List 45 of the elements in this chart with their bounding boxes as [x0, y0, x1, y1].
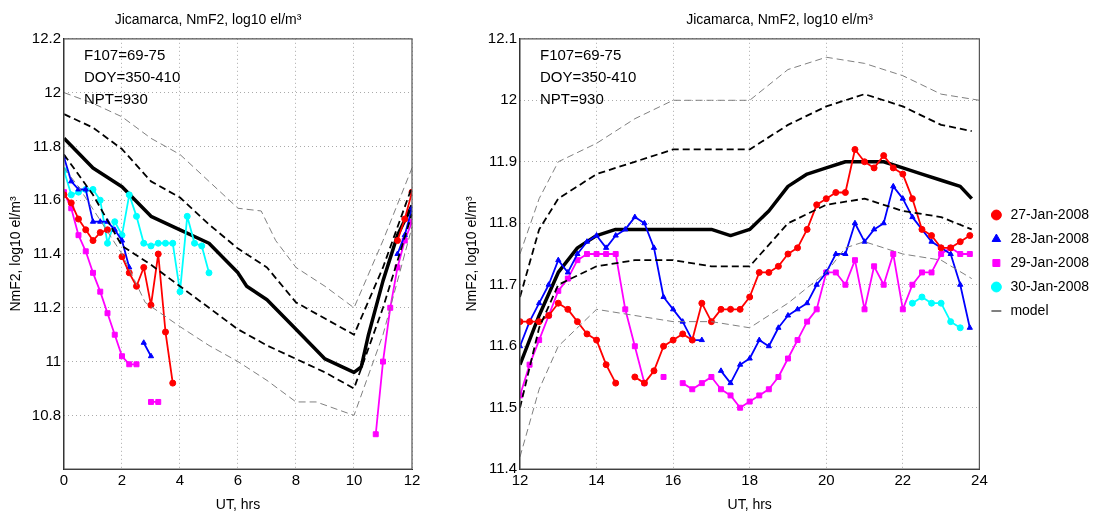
chart-title: Jicamarca, NmF2, log10 el/m³ — [686, 11, 874, 28]
y-tick-label: 11.6 — [488, 336, 517, 354]
x-tick-label: 0 — [59, 471, 69, 489]
x-tick-label: 6 — [233, 471, 243, 489]
legend-label: 29-Jan-2008 — [1010, 253, 1090, 270]
x-axis-title: UT, hrs — [215, 496, 261, 513]
x-tick-label: 2 — [117, 471, 127, 489]
y-tick-label: 11.7 — [488, 274, 517, 292]
y-tick-label: 10.8 — [31, 405, 61, 423]
x-tick-label: 4 — [175, 471, 185, 489]
annotation: F107=69-75 — [83, 46, 166, 64]
legend-label: model — [1010, 301, 1049, 318]
y-axis-title: NmF2, log10 el/m³ — [7, 196, 24, 312]
legend-label: 30-Jan-2008 — [1010, 277, 1090, 294]
annotation: F107=69-75 — [539, 46, 622, 64]
y-tick-label: 11.2 — [32, 297, 61, 315]
y-tick-label: 11.9 — [488, 151, 517, 169]
x-tick-label: 22 — [894, 471, 912, 489]
x-tick-label: 16 — [664, 471, 682, 489]
x-tick-label: 12 — [403, 471, 421, 489]
y-tick-label: 12 — [44, 82, 61, 100]
y-tick-label: 11.4 — [32, 244, 61, 262]
y-tick-label: 11.6 — [32, 190, 61, 208]
y-tick-label: 11.8 — [32, 136, 61, 154]
annotation: DOY=350-410 — [83, 68, 181, 86]
y-tick-label: 11.8 — [488, 213, 517, 231]
y-axis-title: NmF2, log10 el/m³ — [463, 196, 480, 312]
x-tick-label: 24 — [971, 471, 988, 489]
legend-label: 28-Jan-2008 — [1010, 229, 1090, 246]
y-tick-label: 11.5 — [488, 397, 517, 415]
x-tick-label: 14 — [588, 471, 605, 489]
annotation: NPT=930 — [539, 90, 604, 108]
y-tick-label: 12.2 — [31, 28, 61, 46]
annotation: NPT=930 — [83, 90, 148, 108]
x-tick-label: 10 — [345, 471, 363, 489]
x-tick-label: 20 — [817, 471, 835, 489]
x-tick-label: 18 — [741, 471, 759, 489]
y-tick-label: 11 — [45, 351, 61, 369]
x-axis-title: UT, hrs — [727, 496, 772, 513]
chart-title: Jicamarca, NmF2, log10 el/m³ — [114, 11, 302, 28]
annotation: DOY=350-410 — [539, 68, 637, 86]
y-tick-label: 12.1 — [487, 28, 517, 46]
x-tick-label: 8 — [291, 471, 301, 489]
y-tick-label: 12 — [500, 90, 517, 108]
legend-label: 27-Jan-2008 — [1010, 205, 1090, 222]
